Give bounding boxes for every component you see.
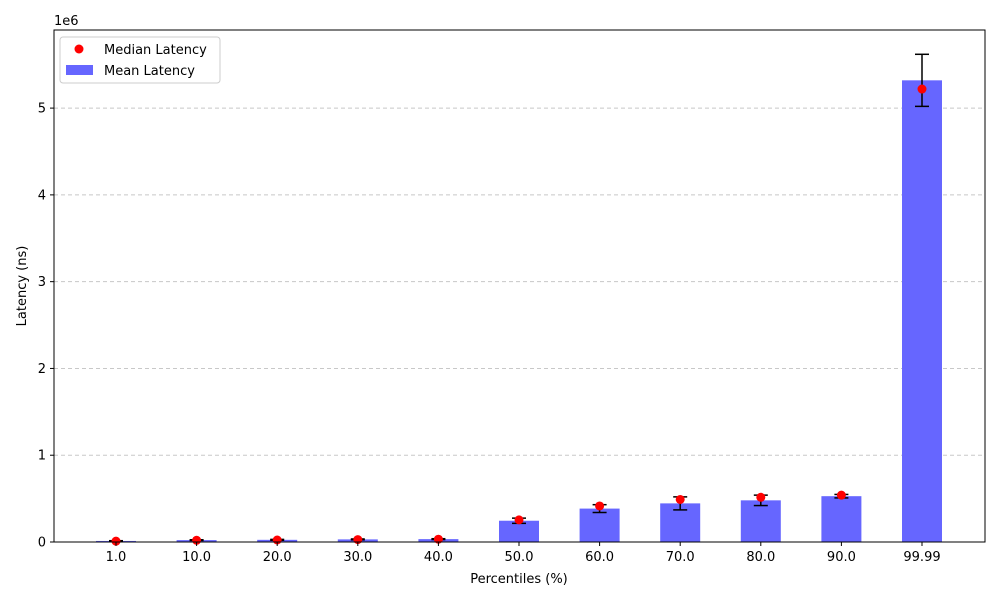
median-point (917, 84, 927, 94)
median-point (675, 494, 685, 504)
bar (902, 80, 942, 542)
x-tick-label: 20.0 (263, 550, 292, 565)
median-point (514, 515, 524, 525)
y-axis-label: Latency (ns) (15, 246, 30, 327)
x-tick-label: 1.0 (106, 550, 127, 565)
bar (579, 508, 620, 542)
x-tick-label: 90.0 (827, 550, 856, 565)
y-tick-label: 3 (38, 275, 46, 290)
x-axis-ticks: 1.0 10.0 20.0 30.0 40.0 50.0 60.0 70.0 80.0 90.0 9… (106, 542, 941, 565)
bar (499, 520, 539, 542)
legend-box (59, 36, 221, 84)
legend-mean-label: Mean Latency (104, 64, 195, 79)
bar (740, 500, 781, 542)
x-tick-label: 80.0 (746, 550, 775, 565)
x-tick-label: 70.0 (666, 550, 695, 565)
y-tick-label: 5 (38, 102, 46, 117)
legend-median-label: Median Latency (104, 43, 207, 58)
median-point (111, 536, 121, 546)
y-tick-label: 2 (38, 362, 46, 377)
plot-frame (53, 29, 986, 543)
x-tick-label: 40.0 (424, 550, 453, 565)
median-point (836, 490, 846, 500)
x-tick-label: 60.0 (585, 550, 614, 565)
x-axis-label: Percentiles (%) (470, 572, 568, 587)
x-tick-label: 99.99 (903, 550, 940, 565)
bar-series (96, 80, 942, 542)
y-tick-label: 1 (38, 449, 46, 464)
error-bar-series (109, 53, 929, 542)
x-tick-label: 50.0 (505, 550, 534, 565)
median-point (192, 535, 202, 545)
median-point (756, 492, 766, 502)
x-tick-label: 10.0 (182, 550, 211, 565)
y-axis-ticks: 0 1 2 3 4 5 (38, 102, 54, 551)
median-point (433, 534, 443, 544)
grid-lines (54, 107, 985, 456)
bar (821, 496, 862, 542)
y-scale-label: 1e6 (54, 14, 79, 29)
median-point (595, 501, 605, 511)
x-tick-label: 30.0 (343, 550, 372, 565)
legend-median-marker (74, 44, 84, 54)
y-tick-label: 0 (38, 536, 46, 551)
legend: Median Latency Mean Latency (59, 36, 221, 84)
y-tick-label: 4 (38, 188, 46, 203)
median-point-series (111, 84, 927, 546)
legend-mean-swatch (66, 65, 93, 75)
